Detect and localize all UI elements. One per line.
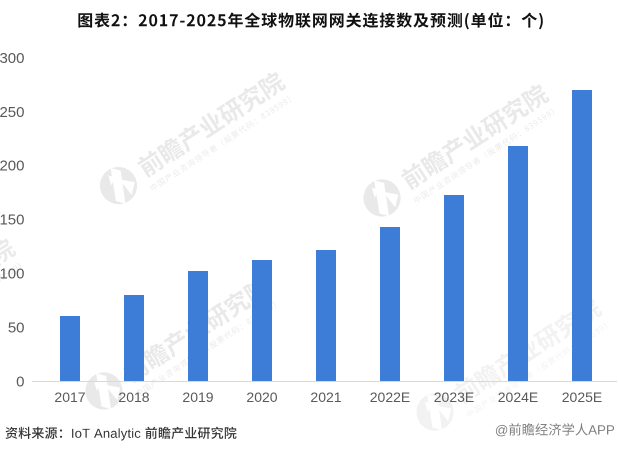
svg-text:2020: 2020	[246, 389, 277, 405]
svg-text:2018: 2018	[118, 389, 149, 405]
svg-text:150: 150	[0, 212, 25, 229]
svg-text:2021: 2021	[310, 389, 341, 405]
svg-text:0: 0	[16, 373, 24, 390]
svg-text:2017: 2017	[54, 389, 85, 405]
svg-text:2023E: 2023E	[434, 389, 474, 405]
svg-text:50: 50	[8, 319, 25, 336]
svg-text:300: 300	[0, 50, 25, 67]
svg-text:2022E: 2022E	[370, 389, 410, 405]
svg-text:2024E: 2024E	[498, 389, 538, 405]
svg-text:250: 250	[0, 104, 25, 121]
svg-text:100: 100	[0, 266, 25, 283]
svg-text:200: 200	[0, 158, 25, 175]
svg-text:2025E: 2025E	[562, 389, 602, 405]
svg-text:2019: 2019	[182, 389, 213, 405]
